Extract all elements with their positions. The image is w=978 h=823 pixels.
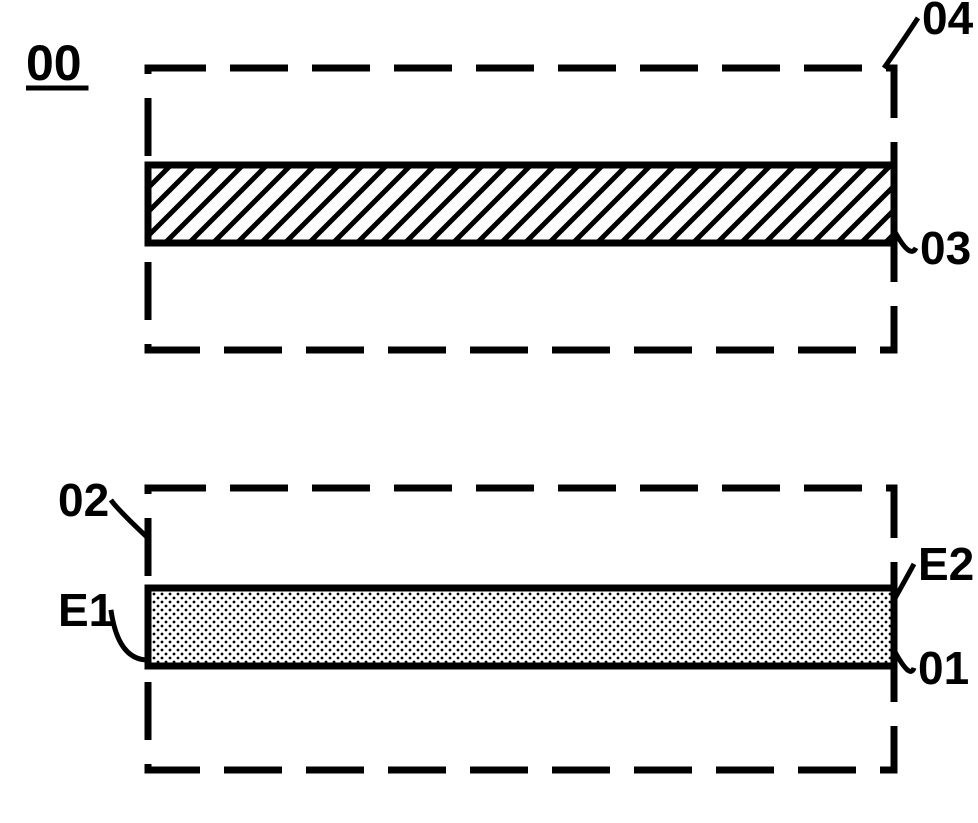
bottom-stipple-bar <box>148 588 894 666</box>
technical-diagram: 00 04 03 02 E1 E2 01 <box>0 0 978 823</box>
leader-04 <box>884 18 918 68</box>
figure-number-label: 00 <box>26 35 82 91</box>
top-hatched-bar <box>148 165 894 243</box>
leader-E1 <box>111 610 148 660</box>
callout-label-E1: E1 <box>58 584 114 636</box>
leader-02 <box>111 500 148 538</box>
callout-label-E2: E2 <box>918 538 974 590</box>
callout-label-01: 01 <box>918 642 969 694</box>
callout-label-03: 03 <box>920 222 971 274</box>
callout-label-04: 04 <box>922 0 974 44</box>
callout-label-02: 02 <box>58 474 109 526</box>
